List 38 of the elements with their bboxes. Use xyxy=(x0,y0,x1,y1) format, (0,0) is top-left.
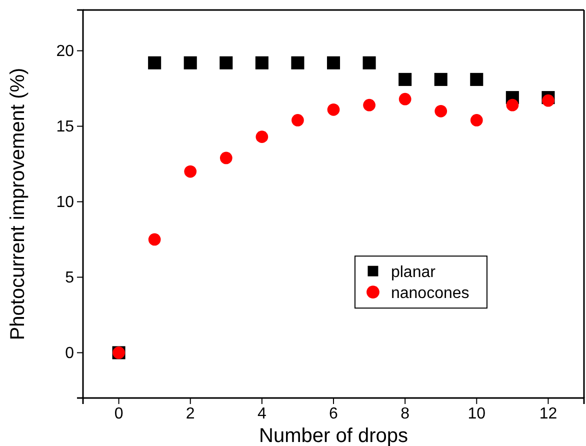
point xyxy=(292,114,304,126)
point xyxy=(220,56,233,70)
y-tick-label: 15 xyxy=(56,118,74,136)
y-tick-label: 10 xyxy=(56,194,74,211)
y-tick-label: 20 xyxy=(56,42,74,60)
point xyxy=(398,72,412,86)
point xyxy=(256,130,268,143)
x-tick-label: 12 xyxy=(539,405,558,422)
point xyxy=(398,92,412,106)
x-tick-label: 6 xyxy=(329,405,338,422)
x-tick-label: 2 xyxy=(186,405,195,422)
point xyxy=(148,56,162,70)
point xyxy=(184,165,197,178)
point xyxy=(327,103,340,116)
x-tick-label: 10 xyxy=(468,405,486,422)
point xyxy=(326,56,340,70)
point xyxy=(363,98,376,112)
y-axis-title: Photocurrent improvement (%) xyxy=(7,68,29,340)
point xyxy=(220,152,232,164)
y-tick-label: 0 xyxy=(65,344,74,362)
x-tick-label: 0 xyxy=(114,405,124,422)
point xyxy=(470,114,483,126)
point xyxy=(184,56,197,70)
point xyxy=(362,56,376,70)
x-axis-title: Number of drops xyxy=(259,425,408,446)
point xyxy=(542,94,554,107)
point xyxy=(470,72,484,86)
point xyxy=(434,104,448,118)
point xyxy=(434,72,448,86)
y-tick-label: 5 xyxy=(65,269,74,286)
legend-label: nanocones xyxy=(390,285,470,302)
x-tick-label: 4 xyxy=(257,405,266,422)
legend-label: planar xyxy=(390,264,436,282)
point xyxy=(255,56,268,70)
point xyxy=(291,56,304,70)
point xyxy=(148,233,161,246)
x-tick-label: 8 xyxy=(400,405,410,422)
point xyxy=(506,98,519,112)
